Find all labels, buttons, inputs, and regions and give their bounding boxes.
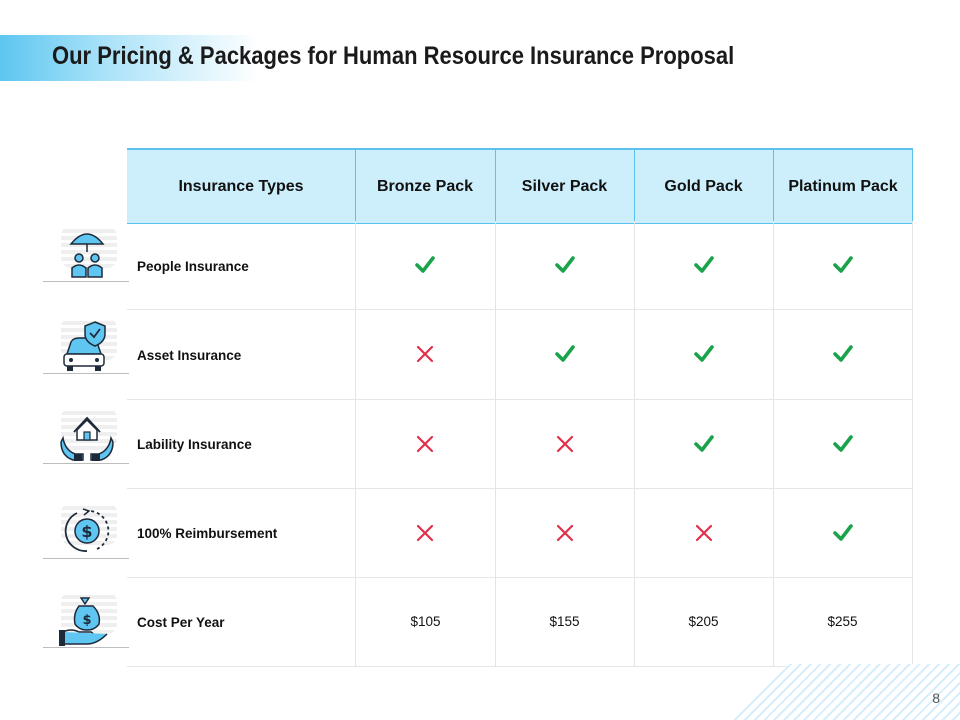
column-divider [912, 148, 913, 666]
column-divider [634, 148, 635, 666]
check-icon [555, 256, 575, 273]
row-divider [127, 309, 913, 310]
row-divider [127, 399, 913, 400]
check-icon [833, 524, 853, 541]
check-icon [415, 256, 435, 273]
row-divider [127, 488, 913, 489]
row-label-cost-per-year: Cost Per Year [137, 615, 225, 630]
car-shield-icon [43, 314, 129, 374]
title-accent-bar [0, 35, 260, 81]
price-platinum: $255 [827, 614, 858, 629]
dollar-refresh-icon: $ [43, 499, 129, 559]
house-hands-icon [43, 404, 129, 464]
cross-icon [416, 435, 434, 453]
header-divider [912, 148, 913, 221]
check-icon [555, 345, 575, 362]
row-divider [127, 666, 913, 667]
column-divider [495, 148, 496, 666]
header-bronze-pack: Bronze Pack [376, 177, 474, 195]
page-title: Our Pricing & Packages for Human Resourc… [52, 42, 735, 70]
cross-icon [556, 435, 574, 453]
row-label-people-insurance: People Insurance [137, 259, 249, 274]
page-number: 8 [932, 690, 940, 706]
header-divider [773, 148, 774, 221]
money-bag-hand-icon: $ [43, 588, 129, 648]
cross-icon [556, 524, 574, 542]
svg-text:$: $ [81, 522, 92, 541]
price-gold: $205 [688, 614, 719, 629]
table-header: Insurance Types Bronze Pack Silver Pack … [127, 148, 913, 224]
check-icon [833, 256, 853, 273]
cross-icon [416, 345, 434, 363]
price-bronze: $105 [410, 614, 441, 629]
check-icon [833, 345, 853, 362]
header-divider [355, 148, 356, 221]
check-icon [833, 435, 853, 452]
row-divider [127, 577, 913, 578]
row-label-asset-insurance: Asset Insurance [137, 348, 242, 363]
check-icon [694, 345, 714, 362]
row-label-100-reimbursement: 100% Reimbursement [137, 526, 278, 541]
check-icon [694, 256, 714, 273]
decorative-stripes [730, 664, 960, 720]
svg-text:$: $ [82, 613, 91, 628]
header-silver-pack: Silver Pack [521, 177, 608, 195]
header-gold-pack: Gold Pack [664, 177, 743, 195]
check-icon [694, 435, 714, 452]
umbrella-people-icon [43, 222, 129, 282]
column-divider [773, 148, 774, 666]
header-divider [495, 148, 496, 221]
header-insurance-types: Insurance Types [178, 177, 304, 195]
row-label-lability-insurance: Lability Insurance [137, 437, 252, 452]
cross-icon [416, 524, 434, 542]
cross-icon [695, 524, 713, 542]
price-silver: $155 [549, 614, 580, 629]
column-divider [355, 148, 356, 666]
header-divider [634, 148, 635, 221]
header-platinum-pack: Platinum Pack [788, 177, 898, 195]
